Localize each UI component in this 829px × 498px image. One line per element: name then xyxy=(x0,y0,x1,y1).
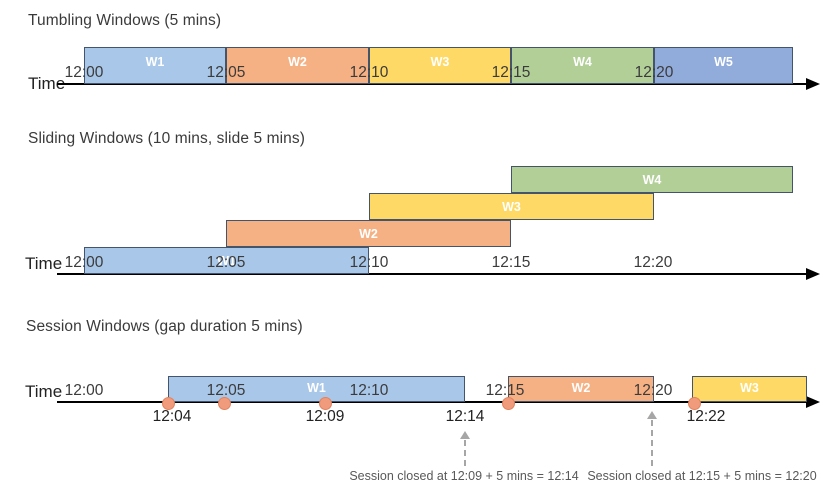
window-label: W5 xyxy=(714,55,733,69)
time-axis-session xyxy=(57,401,806,403)
event-time-label: 12:14 xyxy=(445,408,485,425)
window-sliding-w4: W4 xyxy=(511,166,793,193)
session-closed-annotation: Session closed at 12:15 + 5 mins = 12:20 xyxy=(587,469,817,483)
event-time-label: 12:04 xyxy=(152,408,192,425)
time-axis-arrowhead-icon-session xyxy=(806,396,820,408)
window-label: W4 xyxy=(642,173,662,187)
time-axis-sliding xyxy=(57,273,806,275)
window-label: W3 xyxy=(430,55,450,69)
time-axis-label-tumbling: Time xyxy=(28,74,66,93)
event-dot xyxy=(501,397,515,410)
callout-dashed-line xyxy=(651,420,653,466)
section-title-session: Session Windows (gap duration 5 mins) xyxy=(26,318,303,335)
window-session-w2: W2 xyxy=(508,376,654,402)
section-title-tumbling: Tumbling Windows (5 mins) xyxy=(28,12,222,29)
tick-label-sliding: 12:05 xyxy=(206,254,246,271)
tick-label-session: 12:15 xyxy=(485,382,525,399)
tick-label-sliding: 12:00 xyxy=(64,254,104,271)
event-time-label: 12:09 xyxy=(305,408,345,425)
tick-label-tumbling: 12:15 xyxy=(491,64,531,81)
window-tumbling-w3: W3 xyxy=(369,47,511,84)
callout-arrow-up-icon xyxy=(647,411,657,419)
window-label: W1 xyxy=(307,381,326,395)
window-label: W4 xyxy=(573,55,592,69)
window-label: W3 xyxy=(740,381,759,395)
tick-label-session: 12:20 xyxy=(633,382,673,399)
event-dot xyxy=(161,397,175,410)
window-label: W2 xyxy=(359,227,378,241)
time-axis-arrowhead-icon-tumbling xyxy=(806,78,820,90)
callout-dashed-line xyxy=(464,440,466,466)
event-dot xyxy=(687,397,701,410)
tick-label-tumbling: 12:05 xyxy=(206,64,246,81)
tick-label-tumbling: 12:10 xyxy=(349,64,389,81)
time-axis-label-sliding: Time xyxy=(25,254,63,273)
event-dot xyxy=(318,397,332,410)
tick-label-session: 12:00 xyxy=(64,382,104,399)
window-label: W1 xyxy=(145,55,165,69)
section-title-sliding: Sliding Windows (10 mins, slide 5 mins) xyxy=(28,130,305,147)
tick-label-session: 12:10 xyxy=(349,382,389,399)
tick-label-sliding: 12:20 xyxy=(633,254,673,271)
window-tumbling-w2: W2 xyxy=(226,47,369,84)
window-sliding-w3: W3 xyxy=(369,193,654,220)
time-axis-tumbling xyxy=(57,83,806,85)
time-axis-arrowhead-icon-sliding xyxy=(806,268,820,280)
window-tumbling-w5: W5 xyxy=(654,47,793,84)
tick-label-tumbling: 12:20 xyxy=(634,64,674,81)
window-session-w3: W3 xyxy=(692,376,807,402)
tick-label-tumbling: 12:00 xyxy=(64,64,104,81)
tick-label-session: 12:05 xyxy=(206,382,246,399)
window-label: W2 xyxy=(288,55,307,69)
session-closed-annotation: Session closed at 12:09 + 5 mins = 12:14 xyxy=(349,469,579,483)
tick-label-sliding: 12:10 xyxy=(349,254,389,271)
tick-label-sliding: 12:15 xyxy=(491,254,531,271)
window-session-w1: W1 xyxy=(168,376,465,402)
callout-arrow-up-icon xyxy=(460,431,470,439)
window-label: W1 xyxy=(217,254,236,268)
event-time-label: 12:22 xyxy=(686,408,726,425)
window-label: W3 xyxy=(502,200,521,214)
window-tumbling-w1: W1 xyxy=(84,47,226,84)
window-tumbling-w4: W4 xyxy=(511,47,654,84)
window-sliding-w2: W2 xyxy=(226,220,511,247)
window-label: W2 xyxy=(571,381,591,395)
time-axis-label-session: Time xyxy=(25,382,63,401)
window-sliding-w1: W1 xyxy=(84,247,369,274)
event-dot xyxy=(217,397,231,410)
